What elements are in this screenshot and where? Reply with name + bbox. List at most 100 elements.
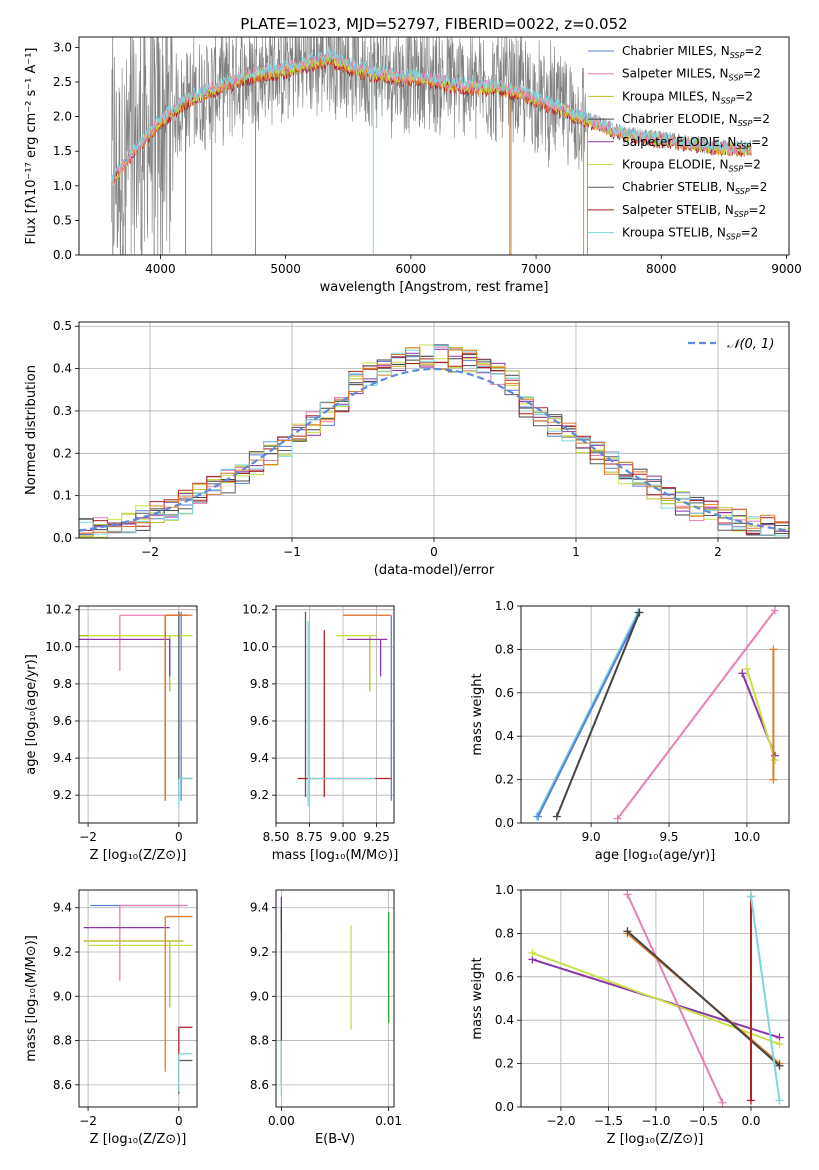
weight-point-marker: [534, 812, 543, 821]
x-tick-label: 0.0: [741, 1114, 760, 1128]
y-tick-label: 9.4: [250, 751, 269, 765]
y-tick-label: 1.5: [53, 144, 72, 158]
y-tick-label: 0.4: [495, 1013, 514, 1027]
y-tick-label: 0.5: [53, 213, 72, 227]
y-tick-label: 9.4: [53, 751, 72, 765]
weight-point-marker: [769, 645, 778, 654]
y-axis-label: Flux [fλ10⁻¹⁷ erg cm⁻² s⁻¹ A⁻¹]: [24, 48, 39, 245]
y-tick-label: 9.2: [250, 788, 269, 802]
y-tick-label: 9.0: [250, 989, 269, 1003]
weight-point-marker: [623, 927, 632, 936]
plot-area: [532, 606, 779, 823]
x-tick-label: 0.00: [268, 1114, 295, 1128]
axes-frame: [275, 605, 395, 824]
plot-area: [280, 896, 390, 1096]
y-tick-label: 0.2: [495, 1057, 514, 1071]
y-tick-label: 10.2: [45, 603, 72, 617]
x-tick-label: 9000: [771, 262, 802, 276]
x-axis-label: Z [log₁₀(Z/Z⊙)]: [607, 1132, 704, 1147]
legend-entry: Chabrier ELODIE, NSSP=2: [622, 112, 770, 128]
y-tick-label: 0.4: [53, 362, 72, 376]
axes-frame: [275, 889, 395, 1108]
y-tick-label: 0.2: [495, 773, 514, 787]
weight-series-line: [537, 612, 641, 817]
x-tick-label: 5000: [270, 262, 301, 276]
weight-point-marker: [775, 1061, 784, 1070]
x-axis-label: age [log₁₀(age/yr)]: [595, 848, 716, 863]
legend-entry: Salpeter ELODIE, NSSP=2: [622, 135, 769, 151]
y-tick-label: 1.0: [53, 179, 72, 193]
weight-point-marker: [746, 1096, 755, 1105]
z-age-panel: −2 0 9.2 9.4 9.6 9.8 10.0 10.2 Z [log₁₀(Z/Z⊙)] ag…: [24, 603, 198, 863]
x-axis-label: wavelength [Angstrom, rest frame]: [320, 280, 549, 295]
weight-point-marker: [742, 664, 751, 673]
x-tick-label: 0: [430, 545, 438, 559]
y-tick-label: 9.8: [250, 677, 269, 691]
plot-area: [79, 611, 193, 807]
x-tick-label: 8.50: [263, 830, 290, 844]
x-tick-label: 9.25: [363, 830, 390, 844]
y-tick-label: 0.0: [53, 248, 72, 262]
legend-entry: Kroupa STELIB, NSSP=2: [622, 226, 758, 242]
weight-point-marker: [635, 608, 644, 617]
weight-point-marker: [552, 812, 561, 821]
legend-entry: Chabrier MILES, NSSP=2: [622, 44, 762, 60]
y-tick-label: 0.5: [53, 319, 72, 333]
x-tick-label: 9.00: [330, 830, 357, 844]
y-tick-label: 8.8: [53, 1034, 72, 1048]
y-tick-label: 0.6: [495, 686, 514, 700]
plot-area: [111, 37, 752, 255]
axes-frame: [78, 889, 198, 1108]
plot-area: [528, 890, 784, 1107]
axes-frame: [520, 605, 790, 824]
x-tick-label: 0.01: [375, 1114, 402, 1128]
y-axis-label: mass weight: [470, 957, 485, 1039]
axes-frame: [78, 36, 790, 256]
ebv-mass-panel: 0.00 0.01 8.6 8.8 9.0 9.2 9.4 E(B-V): [250, 889, 402, 1147]
x-tick-label: −2.0: [546, 1114, 575, 1128]
axes-frame: [520, 889, 790, 1108]
x-tick-label: −2: [141, 545, 159, 559]
x-tick-label: −2: [79, 1114, 97, 1128]
weight-series-line: [535, 612, 639, 817]
y-tick-label: 0.0: [53, 531, 72, 545]
x-axis-label: E(B-V): [315, 1132, 355, 1147]
weight-point-marker: [770, 606, 779, 615]
x-axis-label: Z [log₁₀(Z/Z⊙)]: [90, 1132, 187, 1147]
axes-frame: [78, 321, 790, 539]
weight-series-line: [555, 612, 641, 817]
y-tick-label: 0.8: [495, 642, 514, 656]
x-tick-label: 0: [175, 1114, 183, 1128]
weight-point-marker: [775, 1096, 784, 1105]
weight-point-marker: [738, 669, 747, 678]
weight-point-marker: [528, 948, 537, 957]
x-tick-label: 8.75: [296, 830, 323, 844]
x-tick-label: −1.5: [594, 1114, 623, 1128]
normal-reference-curve: [79, 367, 789, 532]
y-tick-label: 10.0: [242, 640, 269, 654]
plot-area: [83, 904, 193, 1094]
mass-age-panel: 8.50 8.75 9.00 9.25 9.2 9.4 9.6 9.8 10.0 10.2 mass…: [242, 603, 398, 863]
legend-entry: Salpeter MILES, NSSP=2: [622, 67, 761, 83]
weight-series-line: [626, 930, 781, 1067]
y-tick-label: 0.4: [495, 729, 514, 743]
y-tick-label: 9.6: [53, 714, 72, 728]
y-axis-label: mass weight: [470, 673, 485, 755]
y-axis-label: mass [log₁₀(M/M⊙)]: [24, 935, 39, 1062]
weight-point-marker: [770, 756, 779, 765]
model-spectrum-line: [111, 57, 752, 184]
weight-point-marker: [746, 892, 755, 901]
x-tick-label: 0: [175, 830, 183, 844]
x-axis-label: Z [log₁₀(Z/Z⊙)]: [90, 848, 187, 863]
y-tick-label: 2.5: [53, 75, 72, 89]
weight-point-marker: [623, 890, 632, 899]
legend-entry: Chabrier STELIB, NSSP=2: [622, 180, 767, 196]
y-axis-label: Normed distribution: [24, 365, 39, 495]
weight-series-line: [626, 893, 724, 1104]
x-tick-label: 7000: [521, 262, 552, 276]
y-tick-label: 8.8: [250, 1034, 269, 1048]
figure-title: PLATE=1023, MJD=52797, FIBERID=0022, z=0…: [240, 15, 627, 33]
plot-area: [297, 611, 392, 807]
y-tick-label: 9.2: [53, 945, 72, 959]
